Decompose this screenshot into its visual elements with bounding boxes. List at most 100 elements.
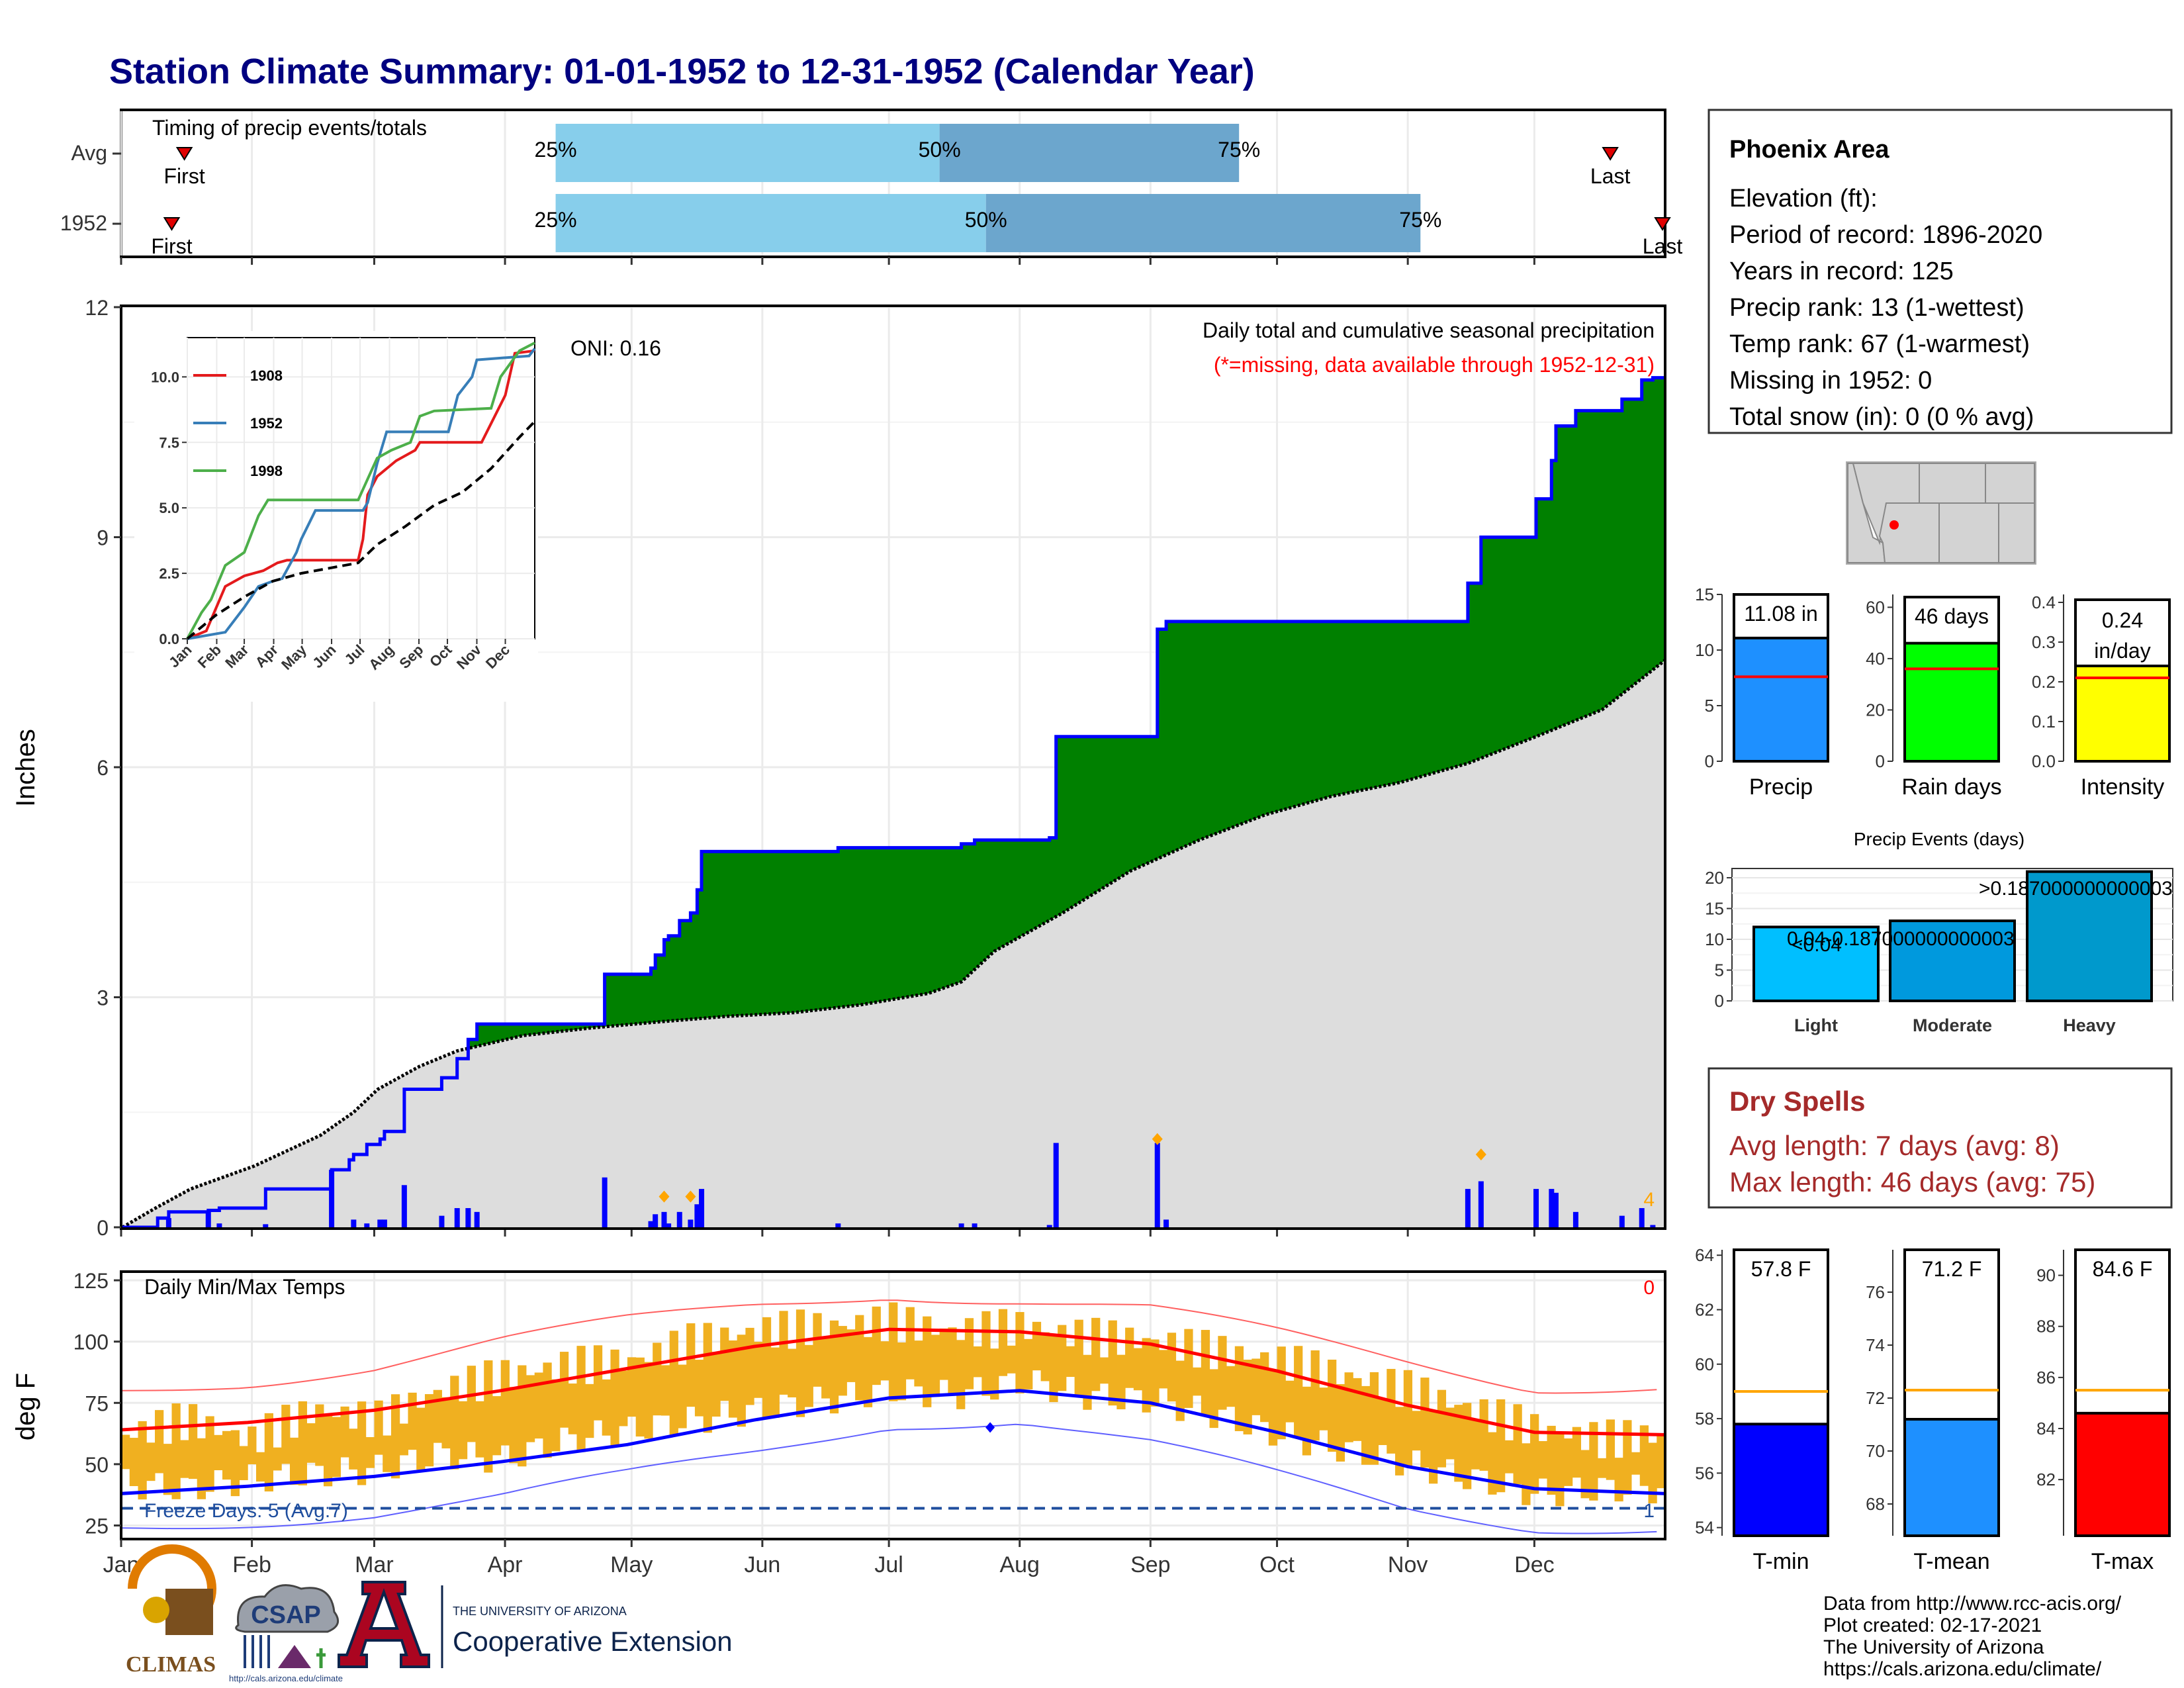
inset-y-tick-label: 7.5 [159, 434, 179, 451]
oni-value: ONI: 0.16 [570, 336, 661, 360]
temp-range-bar [534, 1372, 543, 1439]
info-line-years: Years in record: 125 [1729, 258, 1954, 285]
temp-range-bar [1226, 1366, 1236, 1407]
timing-label: Timing of precip events/totals [152, 116, 427, 140]
month-tick-label: Mar [355, 1552, 394, 1577]
temp-range-bar [1555, 1434, 1565, 1507]
temp-range-bar [678, 1364, 687, 1429]
map-kansas [1985, 463, 2035, 504]
mini-y-tick-label: 5 [1705, 696, 1714, 716]
csap-mountain-icon [278, 1645, 311, 1668]
mini-y-tick-label: 70 [1866, 1441, 1885, 1461]
record-max-line [122, 1299, 1657, 1394]
heavy-precip-marker [659, 1190, 670, 1203]
info-line-precip-rank: Precip rank: 13 (1-wettest) [1729, 294, 2025, 322]
timing-last-label: Last [1590, 164, 1631, 188]
temp-range-bar [1007, 1345, 1016, 1374]
temp-range-bar [1328, 1359, 1337, 1452]
temp-range-bar [1175, 1360, 1185, 1421]
mini-y-tick-label: 58 [1695, 1409, 1714, 1429]
timing-p25-label: 25% [535, 138, 577, 162]
temp-range-bar [990, 1348, 999, 1400]
temp-range-bar [686, 1323, 696, 1407]
csap-logo: CSAP http://cals.arizona.edu/climate [229, 1584, 343, 1683]
temp-range-bar [1445, 1407, 1455, 1460]
daily-precip-bar [439, 1215, 445, 1227]
daily-precip-bar [1650, 1225, 1656, 1227]
inset-legend-label: 1952 [250, 415, 283, 432]
inset-y-tick-label: 2.5 [159, 565, 179, 582]
temp-range-bar [1083, 1354, 1092, 1410]
daily-precip-bar [1478, 1181, 1484, 1227]
temp-range-bar [762, 1317, 772, 1419]
temp-range-bar [1091, 1317, 1101, 1391]
temp-range-bar [383, 1435, 392, 1472]
mini-y-tick-label: 72 [1866, 1388, 1885, 1408]
temp-count-top: 0 [1643, 1277, 1655, 1299]
climas-logo: CLIMAS [126, 1544, 216, 1677]
events-category-label: Heavy [2063, 1015, 2116, 1035]
observed-cumulative-line [122, 376, 1664, 1227]
dry-spells-avg: Avg length: 7 days (avg: 8) [1729, 1130, 2060, 1161]
mini-y-tick-label: 86 [2036, 1368, 2056, 1387]
inset-series [186, 342, 536, 640]
temp-range-bar [660, 1365, 670, 1416]
station-location-dot [1889, 520, 1899, 530]
temp-range-bar [872, 1306, 881, 1385]
events-value-label: >0.187000000000003 [1979, 878, 2173, 900]
temp-range-bar [492, 1396, 502, 1456]
inset-line-1908 [187, 349, 535, 640]
temp-range-bar [635, 1357, 645, 1437]
mini-value-label: 71.2 F [1922, 1257, 1982, 1281]
mini-value-bar [1903, 641, 2000, 763]
month-tick-label: Sep [1130, 1552, 1171, 1577]
mini-category-label: T-max [2091, 1549, 2154, 1574]
mini-y-tick-label: 10 [1695, 640, 1714, 660]
timing-bars: 25% 50% 75% First Last 25% 50% 75% First Last [151, 124, 1682, 258]
temp-range-bar [1040, 1332, 1050, 1382]
temp-range-bar [349, 1429, 358, 1470]
mini-y-tick-label: 0.1 [2032, 712, 2056, 731]
timing-p75-label: 75% [1218, 138, 1260, 162]
dry-spells-title: Dry Spells [1729, 1086, 1865, 1117]
credit-university: The University of Arizona [1823, 1636, 2044, 1658]
temp-range-bar [1522, 1443, 1531, 1505]
temp-range-bar [1412, 1411, 1421, 1451]
temp-range-bar [306, 1423, 316, 1463]
mini-category-label: Intensity [2081, 774, 2165, 800]
temp-range-bar [745, 1327, 754, 1405]
temp-range-bar [602, 1379, 611, 1436]
summary-rain-days: 0 20 40 60 46 days Rain days [1866, 594, 2002, 800]
events-y-tick-label: 10 [1705, 929, 1724, 949]
mini-value-label: 84.6 F [2093, 1257, 2153, 1281]
timing-bar-q25-q50 [555, 194, 986, 252]
events-y-tick-label: 0 [1715, 991, 1724, 1011]
temp-range-bar [163, 1444, 172, 1495]
inset-y-tick-label: 10.0 [151, 369, 179, 385]
inset-legend-label: 1998 [250, 463, 283, 479]
mini-y-tick-label: 20 [1866, 700, 1885, 720]
temp-range-bar [1564, 1438, 1573, 1486]
temp-range-bar [754, 1341, 763, 1398]
ua-large-text: Cooperative Extension [453, 1626, 733, 1657]
daily-precip-bar [699, 1189, 705, 1227]
daily-precip-bar [364, 1223, 370, 1227]
temp-range-bar [171, 1403, 181, 1499]
mini-category-label: Precip [1749, 774, 1813, 800]
temp-range-bar [1387, 1368, 1396, 1454]
temp-range-bar [576, 1346, 586, 1452]
temp-range-bar [222, 1430, 232, 1480]
temp-range-bar [829, 1320, 839, 1414]
mini-y-tick-label: 40 [1866, 649, 1885, 669]
daily-precip-bar [688, 1219, 694, 1227]
daily-precip-bar [602, 1177, 608, 1227]
temp-range-bar [905, 1307, 915, 1380]
timing-p25-label: 25% [535, 208, 577, 232]
temp-range-bar [897, 1342, 907, 1401]
daily-precip-bar [1639, 1208, 1645, 1227]
climas-logo-text: CLIMAS [126, 1652, 216, 1677]
mini-y-tick-label: 74 [1866, 1335, 1885, 1355]
precip-header: Daily total and cumulative seasonal prec… [1203, 318, 1655, 342]
precip-y-tick-label: 0 [97, 1216, 109, 1240]
precip-corner-count: 4 [1643, 1189, 1655, 1211]
